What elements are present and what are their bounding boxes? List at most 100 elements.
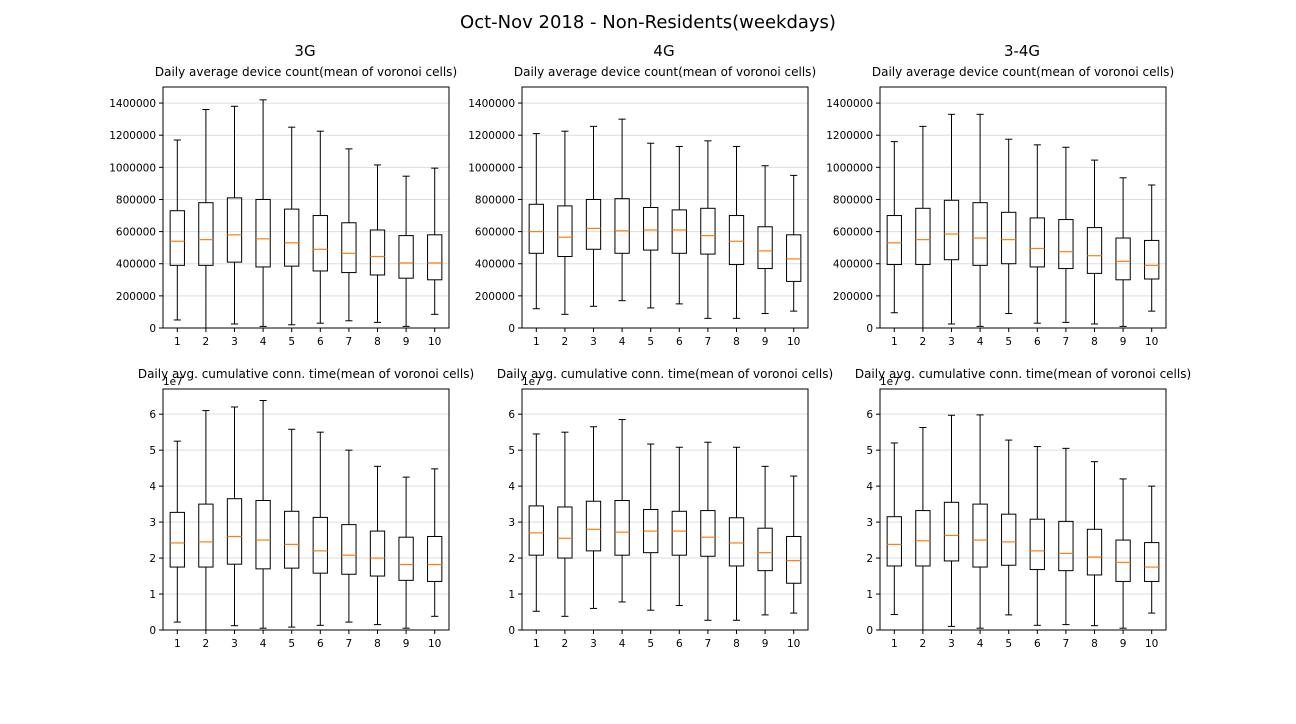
y-tick-label: 5 (866, 445, 873, 457)
iqr-box (198, 202, 214, 266)
iqr-box (786, 535, 802, 584)
x-tick-label: 4 (619, 336, 626, 348)
x-tick-label: 8 (374, 638, 381, 650)
iqr-box (557, 205, 573, 258)
x-tick-label: 1 (891, 638, 898, 650)
x-tick-label: 3 (231, 638, 238, 650)
y-tick-label: 0 (149, 323, 156, 335)
box-10 (786, 475, 802, 614)
iqr-box (728, 215, 745, 266)
iqr-box (671, 209, 687, 254)
y-tick-label: 800000 (833, 194, 873, 206)
x-tick-label: 5 (647, 336, 654, 348)
x-tick-label: 3 (948, 638, 955, 650)
box-10 (427, 468, 443, 617)
x-tick-label: 10 (787, 638, 800, 650)
x-tick-label: 10 (428, 336, 441, 348)
iqr-box (398, 536, 414, 581)
x-tick-label: 10 (1145, 638, 1158, 650)
y-offset-label: 1e7 (880, 376, 900, 388)
box-2 (557, 130, 573, 315)
x-tick-label: 10 (787, 336, 800, 348)
x-tick-label: 9 (762, 336, 769, 348)
y-tick-label: 6 (866, 409, 873, 421)
x-tick-label: 3 (231, 336, 238, 348)
iqr-box (915, 510, 931, 567)
box-4 (614, 419, 630, 603)
x-tick-label: 4 (260, 638, 267, 650)
subplot-3-4g-device-count: Daily average device count(mean of voron… (826, 65, 1174, 348)
y-tick-label: 200000 (833, 291, 873, 303)
iqr-box (1086, 227, 1103, 274)
iqr-box (786, 234, 802, 282)
iqr-box (341, 524, 357, 575)
box-1 (886, 141, 902, 314)
box-5 (284, 126, 300, 326)
column-title-4g: 4G (653, 42, 674, 60)
subplot-title: Daily average device count(mean of voron… (514, 65, 816, 79)
x-tick-label: 5 (288, 638, 295, 650)
iqr-box (585, 198, 602, 250)
y-tick-label: 600000 (475, 227, 515, 239)
x-tick-label: 5 (288, 336, 295, 348)
subplot-title: Daily avg. cumulative conn. time(mean of… (497, 367, 833, 381)
iqr-box (585, 500, 602, 552)
iqr-box (972, 202, 988, 266)
x-tick-label: 4 (977, 638, 984, 650)
y-tick-label: 600000 (833, 227, 873, 239)
y-tick-label: 1400000 (468, 98, 515, 110)
x-tick-label: 10 (1145, 336, 1158, 348)
axes-frame (879, 388, 1167, 631)
x-tick-label: 3 (590, 638, 597, 650)
iqr-box (427, 535, 443, 582)
box-2 (198, 108, 214, 329)
axes-frame (162, 388, 450, 631)
y-tick-label: 1 (866, 589, 873, 601)
y-tick-label: 2 (866, 553, 873, 565)
iqr-box (1058, 219, 1074, 270)
x-tick-label: 8 (1091, 638, 1098, 650)
figure-title: Oct-Nov 2018 - Non-Residents(weekdays) (460, 12, 836, 33)
box-3 (943, 113, 960, 325)
x-tick-label: 6 (1034, 336, 1041, 348)
y-tick-label: 6 (149, 409, 156, 421)
box-6 (312, 431, 328, 626)
x-tick-label: 2 (920, 336, 927, 348)
iqr-box (341, 222, 357, 274)
box-2 (198, 410, 214, 631)
box-8 (1086, 159, 1103, 325)
iqr-box (643, 207, 659, 251)
y-tick-label: 3 (149, 517, 156, 529)
box-3 (226, 406, 243, 627)
y-tick-label: 1400000 (826, 98, 873, 110)
x-tick-label: 1 (533, 638, 540, 650)
y-tick-label: 800000 (116, 194, 156, 206)
box-7 (1058, 447, 1074, 626)
box-9 (757, 465, 773, 616)
y-tick-label: 2 (508, 553, 515, 565)
y-tick-label: 400000 (833, 259, 873, 271)
iqr-box (1115, 539, 1131, 582)
iqr-box (255, 198, 271, 268)
iqr-box (943, 199, 960, 261)
y-tick-label: 1000000 (468, 162, 515, 174)
box-10 (1144, 184, 1160, 312)
iqr-box (915, 207, 931, 266)
box-3 (226, 105, 243, 325)
x-tick-label: 5 (1005, 638, 1012, 650)
box-9 (1115, 177, 1131, 327)
x-tick-label: 9 (403, 336, 410, 348)
iqr-box (757, 226, 773, 270)
box-1 (169, 440, 185, 623)
iqr-box (671, 510, 687, 556)
x-tick-label: 6 (317, 638, 324, 650)
y-tick-label: 400000 (116, 259, 156, 271)
y-tick-label: 600000 (116, 227, 156, 239)
x-tick-label: 5 (1005, 336, 1012, 348)
subplot-title: Daily avg. cumulative conn. time(mean of… (855, 367, 1191, 381)
x-tick-label: 7 (346, 336, 353, 348)
iqr-box (557, 506, 573, 559)
box-8 (369, 465, 386, 626)
x-tick-label: 7 (1063, 336, 1070, 348)
